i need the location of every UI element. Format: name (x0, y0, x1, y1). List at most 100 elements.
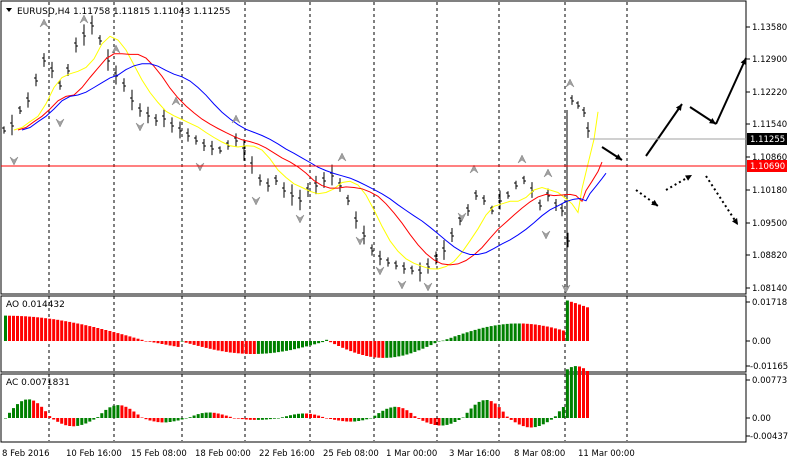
histogram-bar (168, 418, 172, 422)
histogram-bar (549, 418, 553, 420)
time-tick: 18 Feb 00:00 (195, 449, 251, 459)
fractal-down-icon (355, 236, 365, 246)
histogram-bar (92, 327, 96, 341)
histogram-bar (44, 318, 48, 341)
moving-averages (13, 35, 607, 270)
histogram-bar (557, 411, 561, 418)
histogram-bar (276, 341, 280, 353)
histogram-bar (413, 341, 417, 352)
triangle-down-icon[interactable] (6, 8, 12, 12)
histogram-bar (84, 418, 88, 424)
histogram-bar (513, 418, 517, 423)
histogram-bar (236, 341, 240, 354)
time-tick: 15 Feb 08:00 (131, 449, 187, 459)
histogram-bar (68, 418, 72, 426)
arrow-head-icon (740, 58, 747, 65)
histogram-bar (497, 407, 501, 418)
histogram-bar (88, 418, 92, 422)
histogram-bar (4, 315, 7, 341)
histogram-bar (465, 332, 469, 341)
histogram-bar (52, 319, 56, 341)
histogram-bar (24, 399, 28, 418)
histogram-bar (72, 418, 76, 427)
histogram-bar (36, 403, 40, 418)
arrow-head-icon (615, 154, 622, 160)
arrow-icon (645, 103, 683, 157)
histogram-bar (533, 418, 537, 428)
histogram-bar (80, 324, 84, 341)
histogram-bar (309, 413, 312, 418)
histogram-bar (128, 408, 132, 418)
histogram-bar (417, 341, 421, 351)
histogram-bar (160, 341, 164, 344)
histogram-bar (188, 417, 192, 418)
histogram-bar (397, 407, 401, 418)
histogram-bar (96, 417, 100, 418)
histogram-bar (164, 341, 168, 345)
histogram-bar (256, 341, 260, 354)
histogram-bar (469, 331, 473, 341)
histogram-bar (176, 418, 180, 421)
histogram-bar (433, 341, 437, 344)
histogram-bar (545, 326, 549, 341)
histogram-bar (489, 326, 493, 341)
histogram-bar (84, 325, 88, 341)
histogram-bar (473, 329, 477, 341)
histogram-bar (385, 408, 389, 418)
histogram-bar (24, 316, 28, 341)
fractal-down-icon (55, 118, 65, 128)
histogram-bar (124, 335, 128, 341)
histogram-bar (305, 341, 308, 347)
histogram-bar (60, 320, 64, 341)
histogram-bar (353, 341, 357, 353)
histogram-bar (20, 401, 24, 418)
histogram-bar (537, 325, 541, 341)
histogram-bar (529, 418, 533, 428)
histogram-bar (80, 418, 84, 425)
histogram-bar (228, 341, 232, 353)
histogram-bar (441, 418, 445, 426)
fractal-down-icon (9, 156, 19, 166)
histogram-bar (240, 341, 244, 354)
histogram-bar (569, 367, 573, 418)
histogram-bar (377, 413, 381, 418)
histogram-bar (204, 412, 208, 418)
histogram-bar (357, 418, 361, 421)
histogram-bar (220, 341, 224, 352)
histogram-bar (477, 328, 481, 341)
histogram-bar (100, 329, 104, 341)
ao-tick: 0.01718 (752, 298, 787, 308)
histogram-bar (509, 323, 513, 341)
histogram-bar (409, 412, 413, 418)
symbol-header-text: EURUSD,H4 1.11758 1.11815 1.11043 1.1125… (17, 7, 230, 17)
histogram-bar (501, 411, 505, 418)
histogram-bar (578, 304, 581, 341)
price-tick: 1.10860 (752, 153, 787, 163)
histogram-bar (212, 412, 216, 418)
histogram-bar (64, 321, 68, 341)
histogram-bar (64, 418, 68, 426)
histogram-bar (357, 341, 361, 354)
histogram-bar (557, 329, 561, 341)
time-tick: 22 Feb 16:00 (259, 449, 315, 459)
histogram-bar (337, 418, 341, 421)
histogram-bar (565, 369, 569, 418)
arrow-head-icon (675, 104, 682, 111)
fractal-up-icon (469, 164, 479, 174)
ma-slow-line (21, 63, 607, 255)
histogram-bar (453, 418, 457, 422)
histogram-bar (525, 323, 529, 341)
price-bars (2, 15, 590, 290)
histogram-bar (537, 418, 541, 426)
histogram-bar (433, 418, 437, 425)
histogram-bar (325, 339, 329, 341)
fractal-up-icon (231, 114, 241, 124)
histogram-bar (224, 341, 228, 352)
arrow-head-icon (732, 218, 738, 225)
histogram-bar (297, 413, 300, 418)
histogram-bar (148, 418, 152, 421)
histogram-bar (473, 404, 477, 418)
fractal-down-icon (561, 284, 571, 294)
histogram-bar (32, 400, 36, 418)
